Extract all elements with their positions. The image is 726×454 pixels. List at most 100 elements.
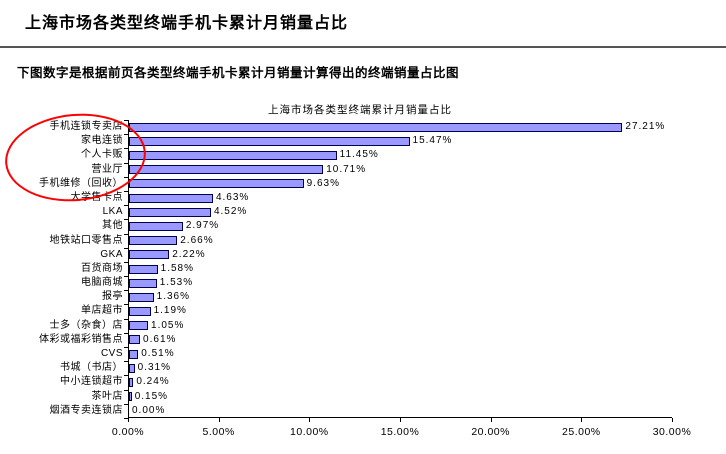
x-axis-tick-label: 20.00%	[471, 426, 510, 438]
value-label: 1.36%	[156, 291, 191, 303]
x-axis-tick-label: 25.00%	[562, 426, 601, 438]
bar	[129, 136, 410, 146]
y-axis-tick	[124, 120, 128, 121]
header-divider	[0, 46, 726, 48]
category-label: 电脑商城	[81, 277, 123, 289]
chart-title: 上海市场各类型终端累计月销量占比	[268, 104, 452, 116]
bar	[129, 221, 183, 231]
page-subtitle: 下图数字是根据前页各类型终端手机卡累计月销量计算得出的终端销量占比图	[17, 66, 460, 80]
bar	[129, 307, 151, 317]
value-label: 2.97%	[185, 220, 220, 232]
value-label: 0.31%	[137, 362, 171, 374]
y-axis-tick	[124, 389, 128, 391]
category-label: 家电连锁	[81, 135, 123, 147]
y-axis-tick	[124, 176, 128, 178]
category-label: 中小连锁超市	[60, 376, 123, 388]
page-title: 上海市场各类型终端手机卡累计月销量占比	[25, 15, 349, 32]
y-axis-tick	[124, 134, 128, 136]
category-label: 烟酒专卖连锁店	[49, 404, 123, 416]
bar	[129, 264, 158, 274]
y-axis-tick	[124, 233, 128, 235]
bar	[129, 207, 211, 217]
x-axis-tick	[309, 418, 311, 422]
category-label: 单店超市	[81, 305, 123, 317]
bar	[129, 122, 623, 132]
y-axis-tick	[124, 318, 128, 320]
y-axis-tick	[124, 403, 128, 405]
value-label: 0.61%	[143, 333, 177, 345]
bar	[129, 278, 157, 288]
category-label: 营业厅	[91, 163, 123, 175]
category-label: GKA	[100, 248, 123, 260]
value-label: 1.05%	[151, 319, 185, 331]
value-label: 10.71%	[326, 163, 367, 175]
value-label: 0.15%	[134, 390, 169, 402]
category-label: 茶叶店	[91, 390, 123, 402]
bar	[129, 378, 134, 388]
value-label: 27.21%	[625, 121, 666, 132]
x-axis-tick	[218, 418, 220, 422]
y-axis-tick	[124, 347, 128, 349]
category-label: 手机连锁专卖店	[49, 121, 123, 132]
y-axis-tick	[124, 205, 128, 207]
category-label: 个人卡贩	[81, 149, 123, 161]
category-label: 其他	[102, 220, 123, 232]
y-axis-tick	[124, 361, 128, 363]
x-axis-tick	[672, 418, 673, 422]
value-label: 11.45%	[339, 149, 379, 161]
y-axis-tick	[124, 418, 128, 419]
category-label: 书城（书店）	[60, 362, 123, 374]
x-axis-tick	[400, 418, 401, 422]
value-label: 15.47%	[412, 135, 453, 147]
y-axis-tick	[124, 261, 128, 263]
y-axis-tick	[124, 148, 128, 150]
x-axis-tick-label: 0.00%	[111, 426, 145, 438]
category-label: CVS	[100, 348, 123, 360]
y-axis-tick	[124, 304, 128, 306]
x-axis-tick-label: 5.00%	[202, 426, 235, 438]
category-label: 手机维修（回收）	[39, 177, 123, 189]
bar	[129, 321, 149, 331]
y-axis-tick	[124, 162, 128, 164]
category-label: 士多（杂食）店	[49, 319, 123, 331]
chart-plot-area	[128, 120, 672, 418]
value-label: 1.19%	[153, 305, 187, 317]
bar	[129, 250, 170, 260]
value-label: 4.52%	[213, 206, 248, 218]
y-axis-tick	[124, 190, 128, 192]
value-label: 0.00%	[132, 404, 166, 416]
y-axis-tick	[124, 290, 128, 292]
bar	[129, 150, 337, 160]
y-axis-tick	[124, 247, 128, 249]
bar	[129, 179, 304, 189]
x-axis-tick	[490, 418, 492, 422]
bar-chart: 上海市场各类型终端累计月销量占比 0.00% 5.00% 10.00% 15.00% 2…	[0, 96, 726, 448]
bar	[129, 335, 141, 345]
value-label: 0.24%	[136, 376, 170, 388]
bar	[129, 363, 135, 373]
value-label: 4.63%	[215, 191, 250, 203]
category-label: 百货商场	[81, 262, 123, 274]
category-label: 地铁站口零售点	[49, 234, 123, 246]
category-label: 体彩或福彩销售点	[39, 333, 123, 345]
value-label: 1.58%	[160, 262, 194, 274]
bar	[129, 292, 154, 302]
value-label: 1.53%	[159, 277, 194, 289]
x-axis-tick-label: 15.00%	[380, 426, 420, 438]
x-axis-tick-label: 10.00%	[290, 426, 329, 438]
x-axis-tick	[581, 418, 583, 422]
value-label: 0.51%	[141, 348, 175, 360]
category-label: LKA	[102, 206, 123, 218]
category-label: 报亭	[102, 291, 123, 303]
y-axis-tick	[124, 276, 128, 278]
bar	[129, 349, 139, 359]
x-axis-tick	[128, 418, 129, 422]
value-label: 9.63%	[306, 177, 340, 189]
value-label: 2.66%	[180, 234, 214, 246]
x-axis-tick-label: 30.00%	[652, 426, 692, 438]
y-axis-tick	[124, 219, 128, 221]
value-label: 2.22%	[172, 248, 206, 260]
y-axis-tick	[124, 375, 128, 377]
category-label: 大学售卡点	[70, 191, 123, 203]
bar	[129, 236, 178, 246]
